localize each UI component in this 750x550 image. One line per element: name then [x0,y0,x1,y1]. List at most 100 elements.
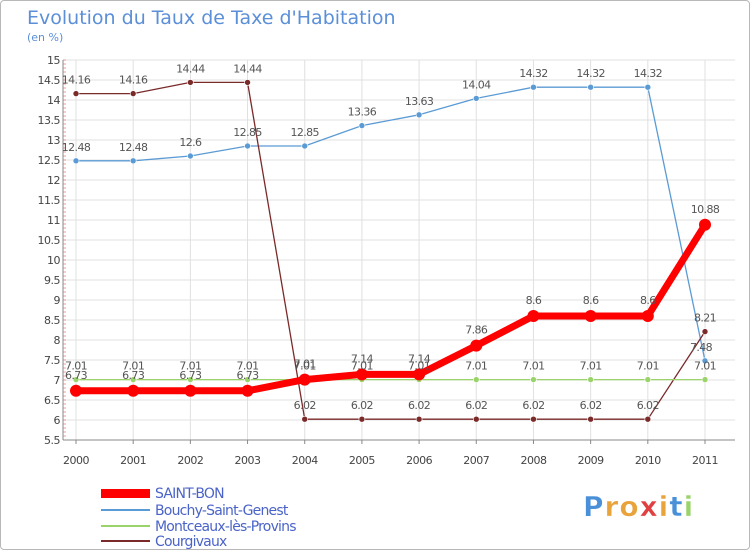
data-label: 8.6 [583,294,599,307]
data-point [129,157,137,165]
data-label: 7.01 [122,360,144,373]
data-label: 6.73 [122,369,145,382]
data-label: 13.63 [405,95,434,108]
legend-entry: Montceaux-lès-Provins [155,519,296,535]
data-point [244,142,251,150]
legend-swatch [101,489,150,498]
data-label: 7.01 [65,360,87,373]
data-point [244,79,251,86]
data-point [301,415,309,423]
data-label: 7.01 [408,360,430,373]
data-label: 6.73 [179,369,202,382]
data-label: 7.01 [236,360,258,373]
y-tick-label: 6 [54,414,61,427]
data-label: 14.44 [176,62,205,75]
legend-entry: Bouchy-Saint-Genest [155,503,289,519]
data-label: 12.85 [290,126,319,139]
data-label: 7.14 [351,352,374,365]
data-label: 7.01 [522,360,544,373]
data-label: 7.01 [179,360,201,373]
data-label: 8.21 [694,312,716,325]
chart-title: Evolution du Taux de Taxe d'Habitation [27,7,396,29]
axes: 5.566.577.588.599.51010.51111.51212.5131… [38,54,735,467]
data-point [72,90,80,97]
y-tick-label: 11.5 [38,194,61,207]
data-point [701,328,709,335]
x-tick-label: 2000 [63,454,89,467]
series [70,79,711,423]
data-point [587,415,594,423]
data-label: 6.02 [465,399,487,412]
x-tick-label: 2002 [177,454,203,467]
data-point [530,83,537,91]
logo-letter: r [605,490,620,523]
data-label: 10.88 [691,203,720,216]
grid [63,59,735,441]
data-point [298,373,311,386]
chart-subtitle: (en %) [27,31,63,44]
data-label: 7.48 [690,341,713,354]
data-point [184,384,197,397]
data-label: 6.02 [580,399,602,412]
y-tick-label: 7.5 [44,354,60,367]
logo-letter: t [669,490,683,523]
data-point [355,368,368,381]
data-point [301,142,309,150]
data-point [129,90,137,97]
data-label: 14.32 [576,67,605,80]
data-point [72,376,80,383]
logo-letter: i [684,490,695,523]
data-point [187,79,194,86]
data-point [72,157,80,165]
data-point [472,95,480,102]
data-point [701,357,709,365]
data-label: 7.01 [294,360,316,373]
y-tick-label: 15 [47,54,60,67]
data-point [244,376,251,383]
data-label: 8.6 [640,294,656,307]
data-label: 14.16 [62,74,91,87]
logo-letter: i [659,490,670,523]
data-labels: 6.73 6.73 6.73 6.737.01 7.14 7.147.868.6 8.6 8.… [62,62,721,412]
data-label: 6.02 [522,399,544,412]
data-point [587,376,594,383]
data-label: 6.02 [408,399,430,412]
data-label: 7.01 [580,360,602,373]
x-tick-label: 2006 [406,454,432,467]
data-label: 7.01 [465,360,487,373]
data-point [701,376,709,383]
data-label: 12.85 [233,126,262,139]
data-label: 6.73 [236,369,259,382]
y-tick-label: 14.5 [38,74,61,87]
data-label: 6.73 [65,369,88,382]
x-tick-label: 2008 [520,454,546,467]
data-label: 14.32 [519,67,548,80]
data-label: 6.02 [351,399,373,412]
y-tick-label: 12 [47,174,60,187]
data-label: 14.16 [119,74,148,87]
data-point [699,218,711,231]
data-point [129,376,137,383]
proxiti-logo: Proxiti [583,490,695,524]
data-label: 6.02 [637,399,659,412]
data-label: 7.01 [294,358,316,371]
x-tick-label: 2005 [349,454,375,467]
data-label: 7.14 [408,352,431,365]
data-point [644,415,652,423]
y-tick-label: 8 [54,334,61,347]
x-tick-label: 2007 [463,454,489,467]
y-tick-label: 13 [47,134,60,147]
legend-entry: SAINT-BON [155,486,224,502]
y-tick-label: 10 [47,254,60,267]
data-point [241,384,254,397]
y-tick-label: 14 [47,94,60,107]
data-label: 14.32 [634,67,663,80]
x-tick-label: 2011 [692,454,718,467]
y-tick-label: 12.5 [38,154,61,167]
data-label: 7.86 [465,324,488,337]
logo-letter: P [583,490,605,523]
data-point [530,376,537,383]
series-line [75,81,706,420]
y-tick-label: 5.5 [44,434,60,447]
y-tick-label: 13.5 [38,114,61,127]
